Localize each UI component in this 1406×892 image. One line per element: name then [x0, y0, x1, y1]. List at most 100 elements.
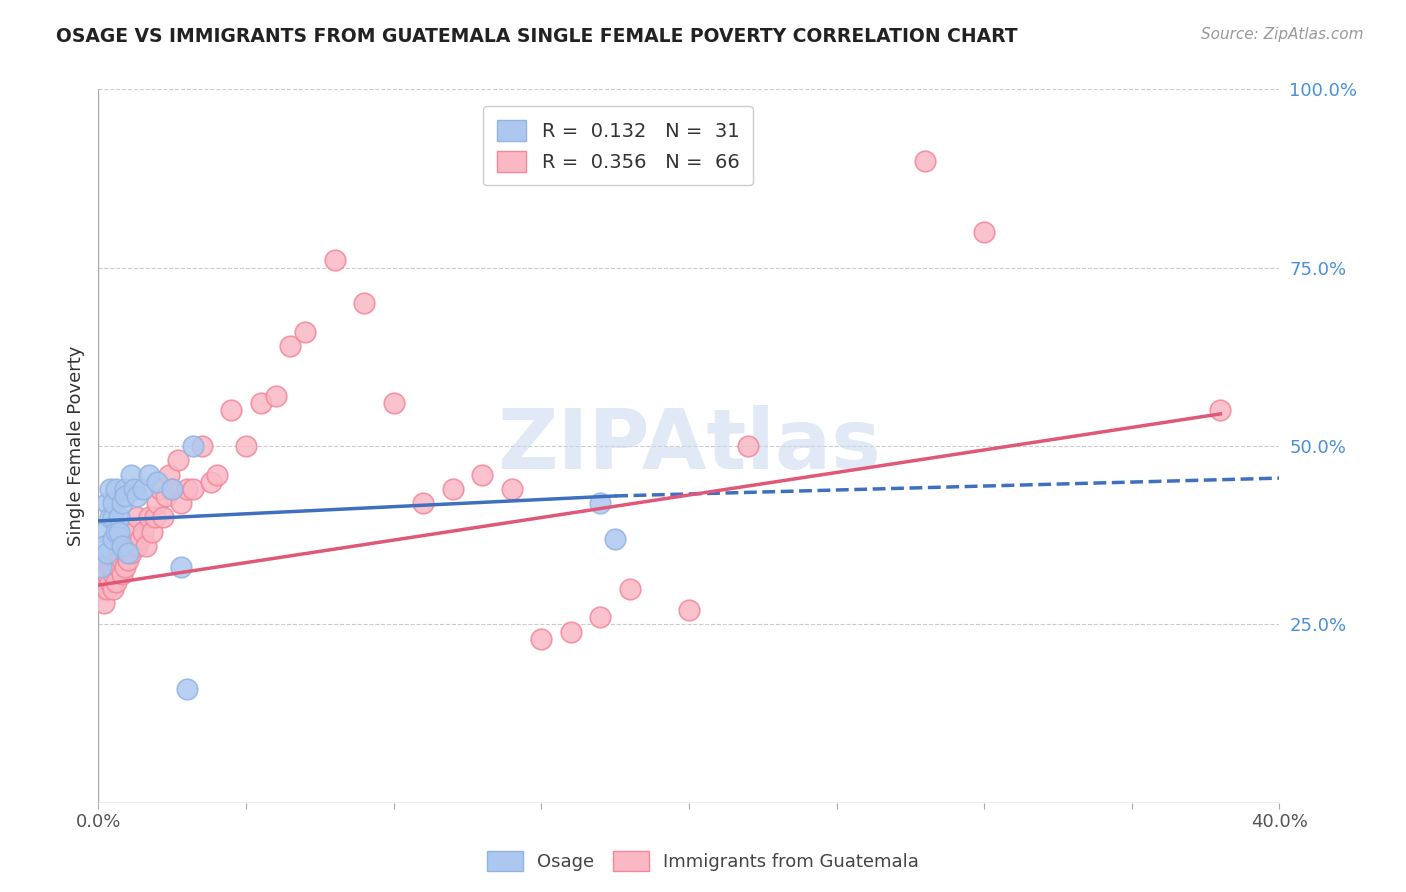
Point — [117, 553, 139, 567]
Point — [146, 475, 169, 489]
Point — [143, 510, 166, 524]
Point — [162, 482, 183, 496]
Point — [412, 496, 434, 510]
Point — [128, 532, 150, 546]
Y-axis label: Single Female Poverty: Single Female Poverty — [66, 346, 84, 546]
Point — [250, 396, 273, 410]
Point — [1209, 403, 1232, 417]
Point — [152, 510, 174, 524]
Point — [323, 253, 346, 268]
Point — [108, 524, 131, 539]
Point — [235, 439, 257, 453]
Point — [589, 496, 612, 510]
Point — [103, 567, 125, 582]
Text: OSAGE VS IMMIGRANTS FROM GUATEMALA SINGLE FEMALE POVERTY CORRELATION CHART: OSAGE VS IMMIGRANTS FROM GUATEMALA SINGL… — [56, 27, 1018, 45]
Point — [138, 467, 160, 482]
Point — [141, 524, 163, 539]
Point — [90, 560, 112, 574]
Point — [117, 539, 139, 553]
Point — [98, 482, 121, 496]
Point — [105, 574, 128, 589]
Point — [157, 467, 180, 482]
Point — [114, 482, 136, 496]
Point — [103, 582, 125, 596]
Point — [111, 567, 134, 582]
Point — [135, 539, 157, 553]
Point — [155, 489, 177, 503]
Point — [96, 567, 118, 582]
Point — [125, 510, 148, 524]
Point — [108, 560, 131, 574]
Point — [93, 574, 115, 589]
Legend: R =  0.132   N =  31, R =  0.356   N =  66: R = 0.132 N = 31, R = 0.356 N = 66 — [484, 106, 754, 186]
Point — [737, 439, 759, 453]
Point — [114, 560, 136, 574]
Point — [221, 403, 243, 417]
Point — [132, 524, 155, 539]
Point — [353, 296, 375, 310]
Point — [605, 532, 627, 546]
Point — [96, 496, 118, 510]
Point — [120, 546, 142, 560]
Point — [98, 560, 121, 574]
Point — [205, 467, 228, 482]
Point — [90, 582, 112, 596]
Point — [973, 225, 995, 239]
Point — [114, 489, 136, 503]
Point — [98, 510, 121, 524]
Point — [619, 582, 641, 596]
Point — [146, 496, 169, 510]
Point — [122, 524, 145, 539]
Point — [98, 574, 121, 589]
Point — [125, 489, 148, 503]
Point — [111, 553, 134, 567]
Point — [103, 496, 125, 510]
Point — [122, 482, 145, 496]
Point — [138, 510, 160, 524]
Point — [120, 467, 142, 482]
Point — [294, 325, 316, 339]
Point — [149, 482, 172, 496]
Point — [176, 681, 198, 696]
Point — [382, 396, 405, 410]
Point — [103, 532, 125, 546]
Point — [167, 453, 190, 467]
Point — [914, 153, 936, 168]
Point — [108, 510, 131, 524]
Point — [441, 482, 464, 496]
Point — [93, 539, 115, 553]
Point — [560, 624, 582, 639]
Legend: Osage, Immigrants from Guatemala: Osage, Immigrants from Guatemala — [479, 844, 927, 879]
Point — [90, 567, 112, 582]
Point — [181, 439, 204, 453]
Point — [111, 539, 134, 553]
Point — [191, 439, 214, 453]
Point — [589, 610, 612, 624]
Point — [114, 546, 136, 560]
Point — [125, 539, 148, 553]
Point — [176, 482, 198, 496]
Point — [105, 553, 128, 567]
Point — [96, 582, 118, 596]
Point — [108, 546, 131, 560]
Point — [93, 524, 115, 539]
Point — [105, 524, 128, 539]
Point — [132, 482, 155, 496]
Point — [264, 389, 287, 403]
Point — [103, 560, 125, 574]
Point — [117, 546, 139, 560]
Point — [200, 475, 222, 489]
Point — [93, 596, 115, 610]
Point — [530, 632, 553, 646]
Point — [111, 496, 134, 510]
Point — [181, 482, 204, 496]
Point — [678, 603, 700, 617]
Point — [170, 560, 193, 574]
Point — [103, 510, 125, 524]
Point — [105, 482, 128, 496]
Point — [501, 482, 523, 496]
Text: ZIPAtlas: ZIPAtlas — [496, 406, 882, 486]
Text: Source: ZipAtlas.com: Source: ZipAtlas.com — [1201, 27, 1364, 42]
Point — [162, 482, 183, 496]
Point — [96, 546, 118, 560]
